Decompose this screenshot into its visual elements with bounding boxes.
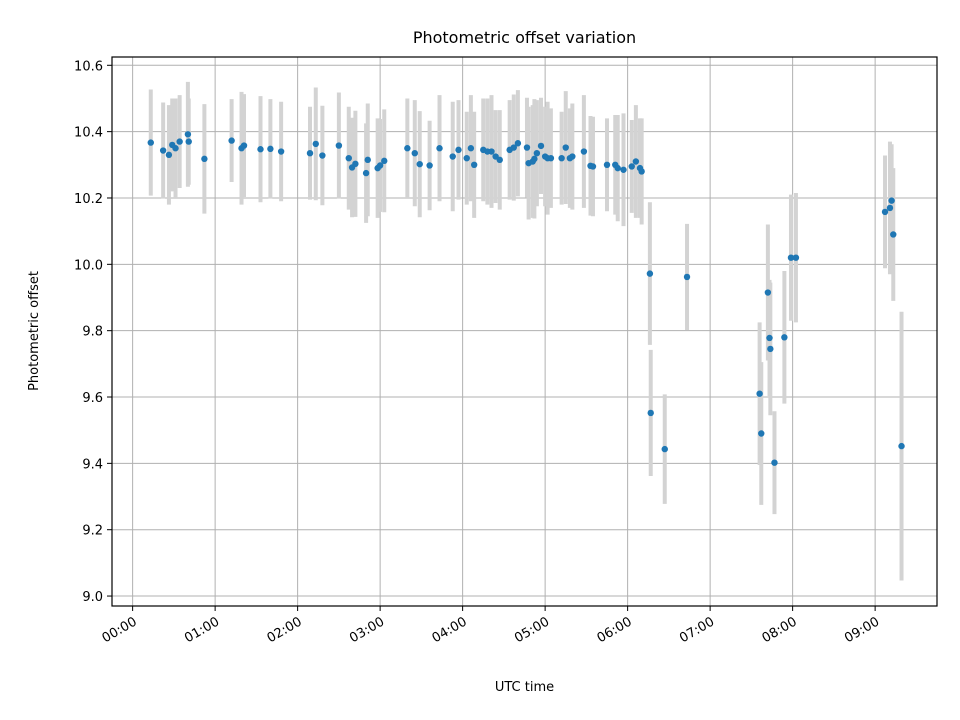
data-point [558, 154, 565, 162]
data-point [628, 163, 635, 170]
data-point [277, 148, 285, 155]
y-tick-label: 10.4 [74, 126, 103, 141]
grid [112, 57, 937, 606]
data-point [455, 146, 462, 154]
y-tick-label: 9.0 [82, 590, 103, 605]
data-point [312, 140, 319, 148]
data-point [638, 168, 645, 175]
data-point [766, 334, 773, 342]
y-tick-label: 9.6 [82, 391, 103, 406]
data-point [890, 231, 897, 238]
data-point [569, 153, 576, 160]
data-point [533, 149, 541, 157]
data-point [562, 144, 569, 151]
x-tick-label: 05:00 [512, 614, 552, 646]
data-point [620, 166, 627, 173]
data-points [147, 131, 905, 466]
data-point [449, 153, 456, 160]
data-point [898, 442, 905, 450]
data-point [381, 157, 388, 165]
y-axis-ticks: 9.0 9.2 9.4 9.6 9.8 10.0 10.2 10.4 10.6 [74, 59, 112, 605]
data-point [580, 148, 588, 155]
x-tick-label: 04:00 [430, 614, 470, 646]
x-tick-label: 07:00 [677, 614, 717, 646]
data-point [467, 145, 475, 152]
x-tick-label: 09:00 [842, 614, 882, 646]
data-point [411, 149, 418, 157]
data-point [319, 152, 326, 159]
data-point [172, 145, 179, 152]
data-point [661, 445, 668, 453]
data-point [758, 430, 765, 437]
data-point [426, 162, 433, 169]
data-point [364, 156, 371, 164]
data-point [376, 162, 384, 169]
x-tick-label: 03:00 [347, 614, 387, 646]
data-point [756, 390, 763, 397]
y-tick-label: 10.2 [74, 192, 103, 207]
data-point [165, 151, 173, 159]
x-tick-label: 01:00 [182, 614, 222, 646]
data-point [228, 137, 235, 144]
data-point [888, 197, 895, 204]
data-point [335, 142, 343, 149]
y-tick-label: 9.4 [82, 457, 103, 472]
data-point [201, 155, 208, 163]
data-point [547, 154, 555, 162]
data-point [470, 161, 478, 169]
plot-area-frame [111, 56, 938, 607]
data-point [683, 273, 691, 281]
data-point [603, 161, 611, 169]
data-point [647, 409, 654, 417]
data-point [185, 138, 192, 145]
data-point [240, 142, 248, 149]
x-axis-ticks: 00:00 01:00 02:00 03:00 04:00 05:00 06:00 07:00… [100, 606, 882, 646]
data-point [537, 142, 545, 150]
data-point [646, 270, 654, 277]
data-point [881, 208, 889, 216]
data-point [488, 148, 495, 155]
data-point [771, 459, 778, 466]
data-point [176, 138, 183, 145]
y-tick-label: 10.6 [74, 59, 103, 74]
x-tick-label: 06:00 [595, 614, 635, 646]
data-point [614, 164, 621, 172]
x-tick-label: 02:00 [265, 614, 305, 646]
data-point [362, 169, 370, 177]
chart-title: Photometric offset variation [413, 28, 636, 47]
data-point [886, 204, 894, 212]
data-point [257, 146, 264, 153]
data-point [463, 154, 470, 162]
data-point [781, 334, 788, 341]
y-axis-label: Photometric offset [27, 271, 42, 391]
data-point [159, 147, 167, 154]
x-axis-label: UTC time [495, 680, 554, 695]
data-point [306, 149, 314, 157]
data-point [589, 163, 597, 170]
data-point [416, 160, 423, 168]
data-point [792, 254, 800, 261]
data-point [404, 145, 411, 152]
data-point [764, 289, 772, 296]
data-point [787, 254, 795, 261]
data-point [345, 154, 352, 162]
data-point [184, 131, 192, 138]
data-point [510, 144, 517, 151]
data-point [531, 155, 538, 163]
data-point [632, 158, 640, 165]
y-tick-label: 9.8 [82, 325, 103, 340]
data-point [767, 345, 774, 353]
x-tick-label: 00:00 [100, 614, 140, 646]
data-point [267, 145, 274, 153]
data-point [496, 156, 503, 164]
data-point [147, 139, 154, 146]
data-point [514, 140, 522, 147]
data-point [436, 145, 443, 152]
x-tick-label: 08:00 [760, 614, 800, 646]
data-point [523, 144, 531, 151]
data-point [352, 160, 359, 168]
y-tick-label: 9.2 [82, 524, 103, 539]
y-tick-label: 10.0 [74, 258, 103, 273]
